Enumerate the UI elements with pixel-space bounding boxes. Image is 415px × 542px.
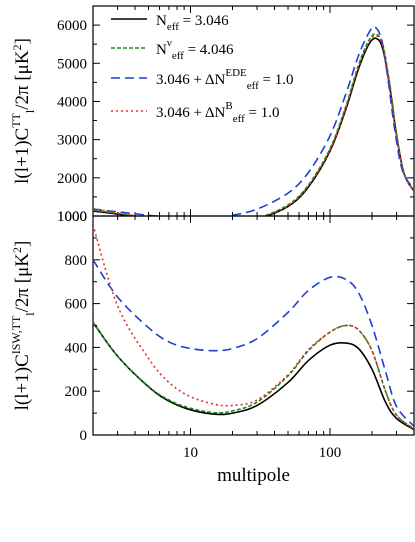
y-axis-title-top: l(l+1)CTTl/2π [μK2] <box>9 38 37 184</box>
panel-bottom: 0 200 400 600 800 1000 10 100 l(l+1)CISW,TTl/2π … <box>9 209 415 486</box>
y-axis-title-bottom: l(l+1)CISW,TTl/2π [μK2] <box>9 241 37 411</box>
y-tick-label-bottom: 1000 <box>57 209 87 225</box>
series-line-top-1 <box>93 33 414 216</box>
series-line-top-2 <box>93 25 414 216</box>
y-tick-label-top: 6000 <box>57 18 87 34</box>
series-line-top-3 <box>93 34 414 216</box>
y-tick-label-top: 2000 <box>57 171 87 187</box>
y-tick-label-top: 5000 <box>57 56 87 72</box>
legend-label-2: 3.046 + ΔNEDEeff = 1.0 <box>156 67 294 92</box>
legend-label-1: Nνeff = 4.046 <box>156 37 234 62</box>
legend: Neff = 3.046 Nνeff = 4.046 3.046 + ΔNEDEef… <box>111 13 294 125</box>
series-group-bottom <box>93 224 414 431</box>
y-tick-label-top: 4000 <box>57 94 87 110</box>
panel-top: 1000 2000 3000 4000 5000 6000 l(l+1)CTTl/2π [μ… <box>9 5 415 225</box>
plot-frame-bottom <box>92 215 415 436</box>
y-tick-label-bottom: 400 <box>65 340 88 356</box>
series-line-bottom-3 <box>93 224 414 430</box>
y-tick-label-top: 1000 <box>57 209 87 225</box>
series-line-bottom-1 <box>93 321 414 430</box>
legend-label-3: 3.046 + ΔNBeff = 1.0 <box>156 100 279 125</box>
series-group-top <box>93 25 414 216</box>
y-tick-label-bottom: 800 <box>65 253 88 269</box>
x-tick-label: 100 <box>319 445 342 461</box>
legend-label-0: Neff = 3.046 <box>156 13 229 33</box>
series-line-bottom-2 <box>93 259 414 427</box>
y-tick-label-top: 3000 <box>57 133 87 149</box>
y-tick-label-bottom: 0 <box>80 428 88 444</box>
series-line-top-0 <box>93 37 414 216</box>
y-tick-label-bottom: 200 <box>65 384 88 400</box>
x-axis-title: multipole <box>217 465 290 486</box>
y-tick-label-bottom: 600 <box>65 297 88 313</box>
x-tick-label: 10 <box>183 445 198 461</box>
